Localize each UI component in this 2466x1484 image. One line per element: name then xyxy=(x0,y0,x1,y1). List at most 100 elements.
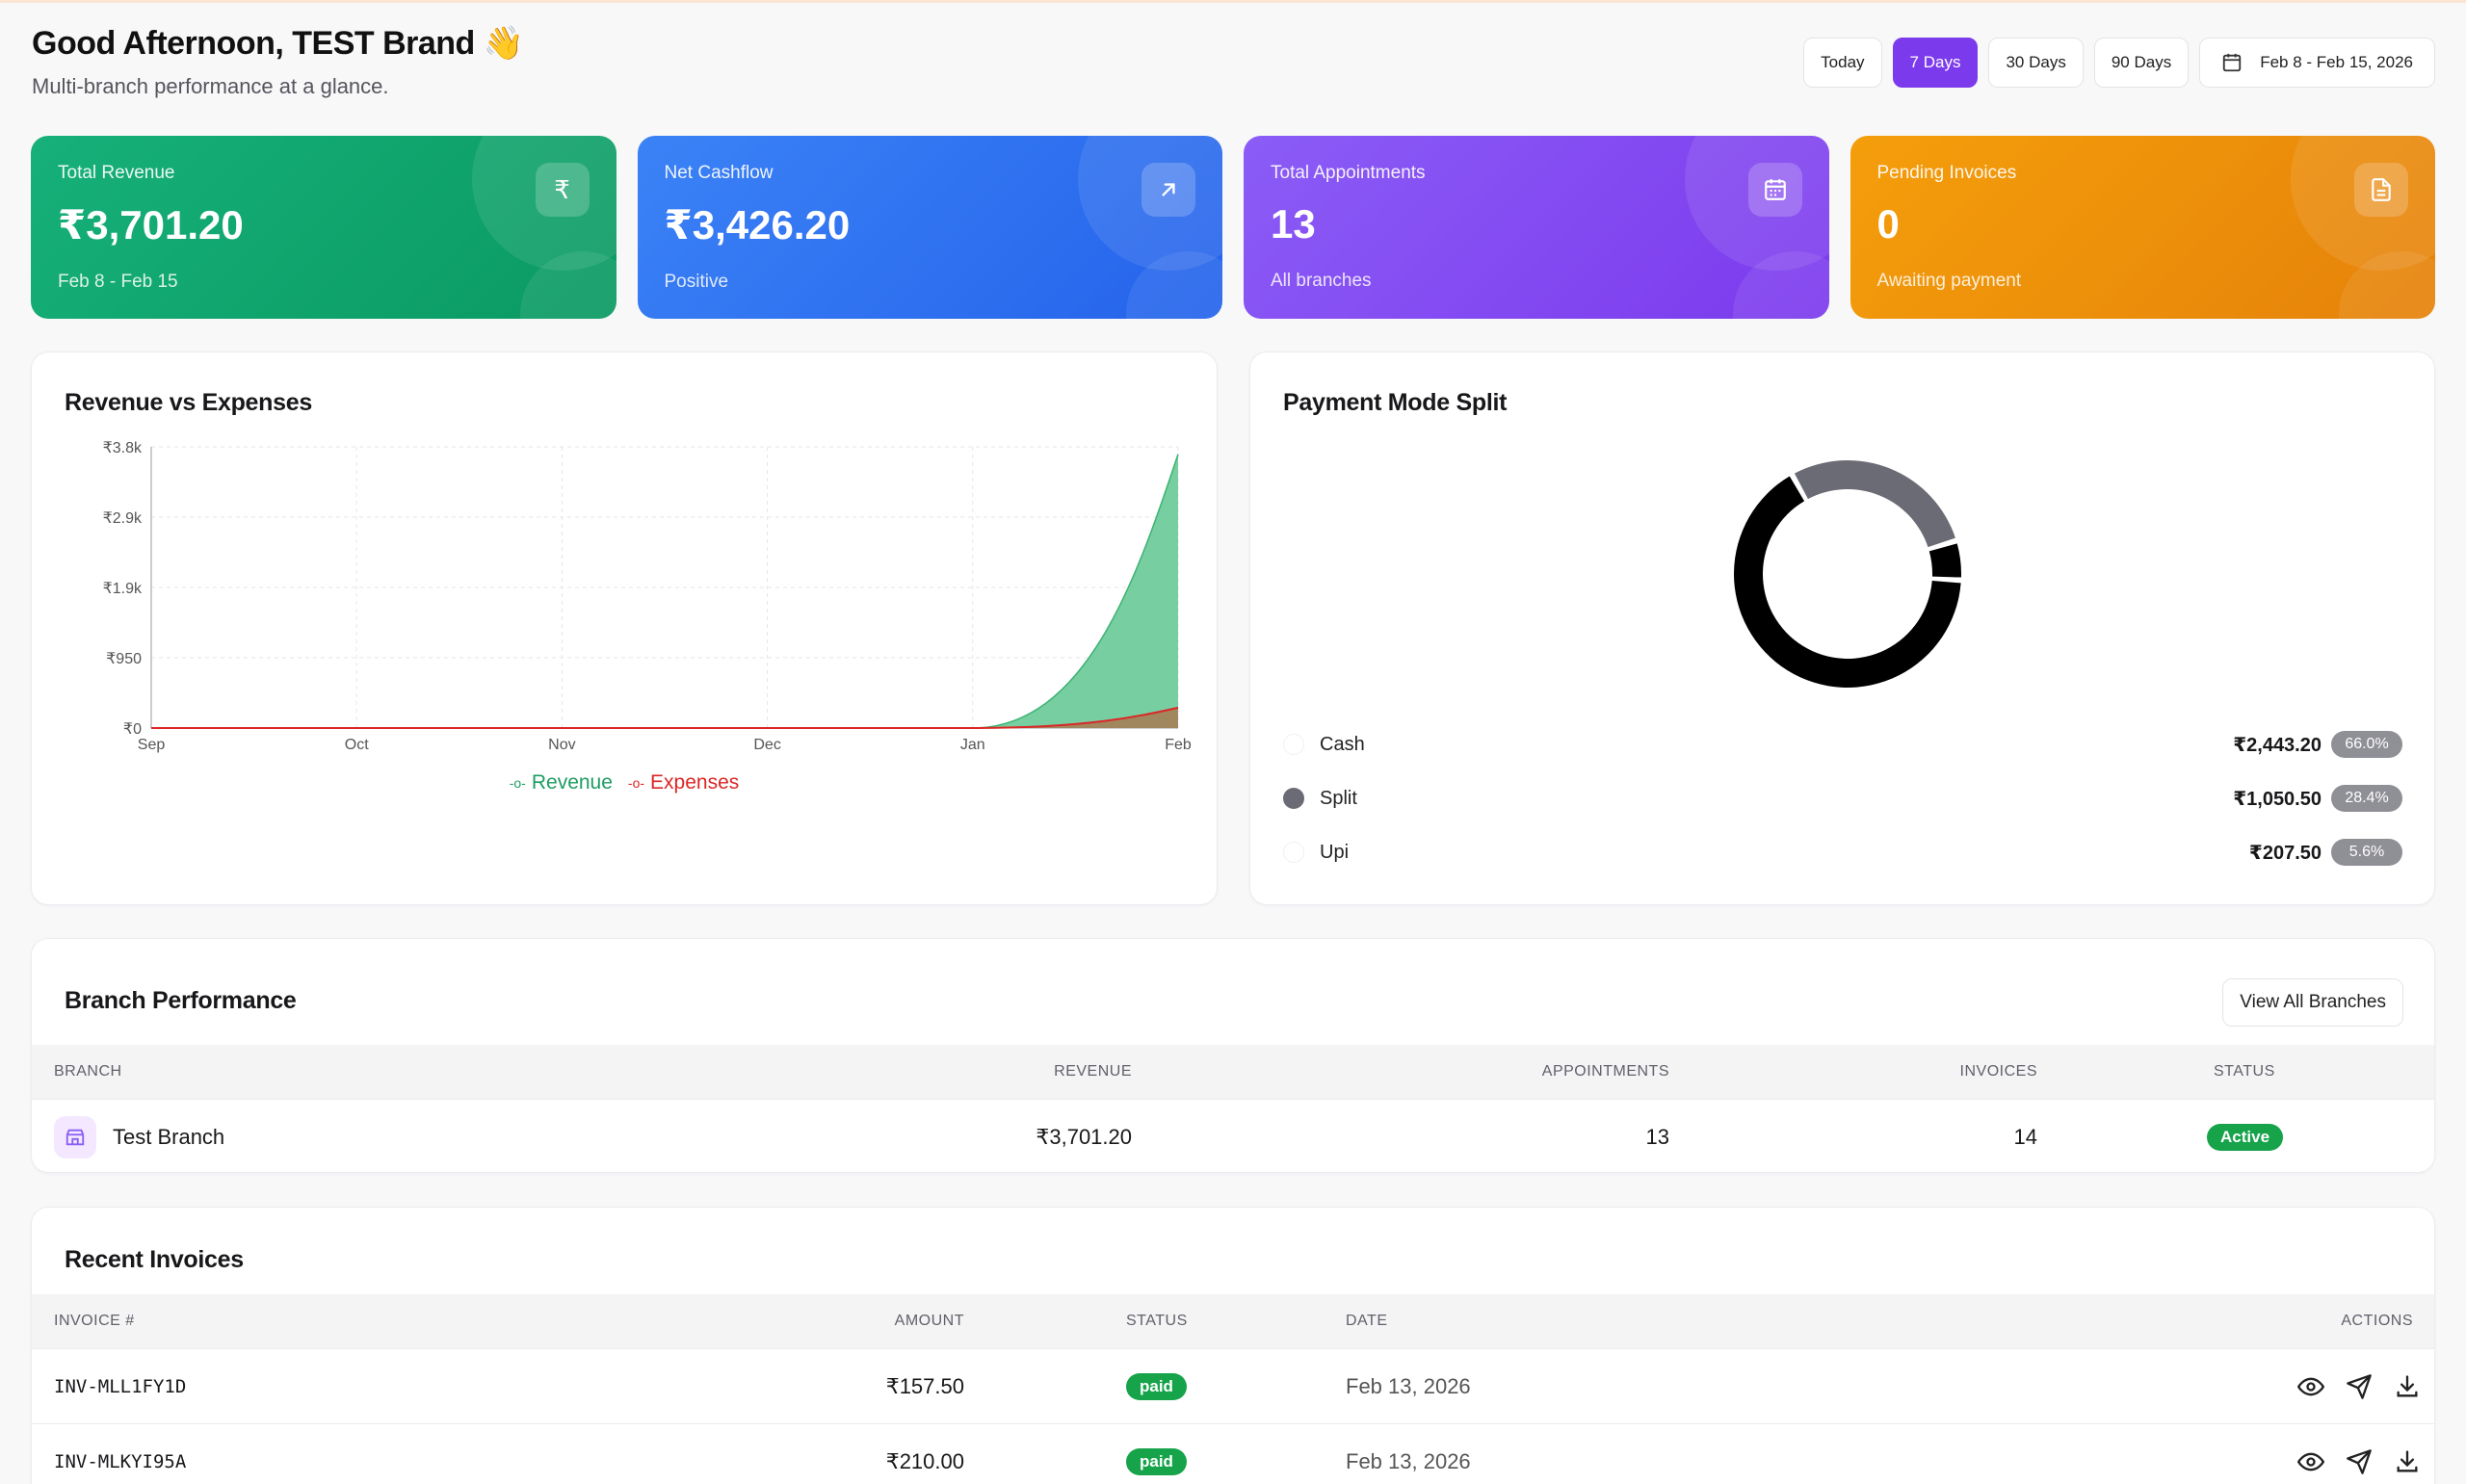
col-status: STATUS xyxy=(2214,1063,2275,1080)
page-subtitle: Multi-branch performance at a glance. xyxy=(32,74,389,98)
branch-performance-title: Branch Performance xyxy=(65,987,297,1014)
x-tick-label: Oct xyxy=(345,737,369,753)
kpi-subtext: Positive xyxy=(664,272,729,292)
invoice-date: Feb 13, 2026 xyxy=(1346,1373,1471,1398)
range-30-days-button[interactable]: 30 Days xyxy=(1988,38,2084,88)
legend-expenses-label: Expenses xyxy=(650,771,740,794)
y-tick-label: ₹2.9k xyxy=(103,510,143,527)
y-tick-label: ₹950 xyxy=(106,651,142,667)
branch-name[interactable]: Test Branch xyxy=(113,1124,225,1149)
download-icon[interactable] xyxy=(2394,1448,2421,1475)
kpi-value: 13 xyxy=(1271,201,1316,247)
col-branch: BRANCH xyxy=(54,1063,122,1080)
branch-table-header: BRANCH REVENUE APPOINTMENTS INVOICES STA… xyxy=(32,1045,2434,1099)
chart-title: Revenue vs Expenses xyxy=(65,389,312,416)
range-90-days-button[interactable]: 90 Days xyxy=(2093,38,2190,88)
payment-mode-name: Upi xyxy=(1320,841,1350,863)
page-header: Good Afternoon, TEST Brand 👋 Multi-branc… xyxy=(32,24,524,99)
kpi-value: 0 xyxy=(1876,201,1900,247)
donut-slice-split[interactable] xyxy=(1794,460,1955,548)
area-revenue xyxy=(151,454,1178,728)
range-7-days-button[interactable]: 7 Days xyxy=(1892,38,1979,88)
status-badge: Active xyxy=(2207,1123,2284,1151)
payment-percent-badge: 66.0% xyxy=(2331,731,2402,758)
col-appointments: APPOINTMENTS xyxy=(1541,1063,1669,1080)
eye-icon[interactable] xyxy=(2297,1448,2324,1475)
x-tick-label: Sep xyxy=(138,737,166,753)
col-amount: AMOUNT xyxy=(894,1313,964,1329)
col-date: DATE xyxy=(1346,1313,1388,1329)
chart-legend: -o- Revenue -o- Expenses xyxy=(32,771,1217,794)
kpi-label: Net Cashflow xyxy=(664,163,774,183)
kpi-total-revenue: Total Revenue ₹3,701.20 Feb 8 - Feb 15 ₹ xyxy=(31,136,616,319)
table-row[interactable]: INV-MLL1FY1D ₹157.50 paid Feb 13, 2026 xyxy=(32,1348,2434,1423)
invoice-number[interactable]: INV-MLKYI95A xyxy=(54,1450,187,1472)
table-row[interactable]: INV-MLKYI95A ₹210.00 paid Feb 13, 2026 xyxy=(32,1423,2434,1484)
payment-row-cash: Cash ₹2,443.20 66.0% xyxy=(1283,725,2402,764)
legend-revenue-label: Revenue xyxy=(531,771,613,794)
kpi-total-appointments: Total Appointments 13 All branches xyxy=(1244,136,1829,319)
range-today-button[interactable]: Today xyxy=(1803,38,1882,88)
legend-revenue: -o- Revenue xyxy=(509,771,613,794)
y-tick-label: ₹0 xyxy=(123,721,142,738)
y-tick-label: ₹1.9k xyxy=(103,581,143,597)
split-dot xyxy=(1283,788,1304,809)
invoice-amount: ₹157.50 xyxy=(885,1373,964,1398)
download-icon[interactable] xyxy=(2394,1373,2421,1400)
payment-amount: ₹1,050.50 xyxy=(2233,788,2322,810)
payment-percent-badge: 5.6% xyxy=(2331,839,2402,866)
table-row[interactable]: Test Branch ₹3,701.20 13 14 Active xyxy=(32,1099,2434,1174)
eye-icon[interactable] xyxy=(2297,1373,2324,1400)
line-revenue xyxy=(151,454,1179,729)
y-tick-label: ₹3.8k xyxy=(103,440,143,456)
recent-invoices-card: Recent Invoices INVOICE # AMOUNT STATUS … xyxy=(31,1207,2435,1484)
calendar-icon xyxy=(1747,163,1802,217)
payment-row-upi: Upi ₹207.50 5.6% xyxy=(1283,833,2402,872)
payment-amount: ₹207.50 xyxy=(2248,842,2322,864)
kpi-pending-invoices: Pending Invoices 0 Awaiting payment xyxy=(1850,136,2435,319)
payment-split-title: Payment Mode Split xyxy=(1283,389,1508,416)
branch-appointments: 13 xyxy=(1645,1124,1669,1149)
kpi-value: ₹3,701.20 xyxy=(58,202,244,247)
view-all-branches-button[interactable]: View All Branches xyxy=(2222,978,2403,1027)
invoice-table-header: INVOICE # AMOUNT STATUS DATE ACTIONS xyxy=(32,1294,2434,1348)
x-tick-label: Jan xyxy=(960,737,985,753)
send-icon[interactable] xyxy=(2346,1373,2373,1400)
rupee-icon: ₹ xyxy=(535,163,590,217)
status-badge: paid xyxy=(1126,1447,1187,1475)
kpi-cards: Total Revenue ₹3,701.20 Feb 8 - Feb 15 ₹… xyxy=(31,136,2435,319)
payment-percent-badge: 28.4% xyxy=(2331,785,2402,812)
donut-slice-upi[interactable] xyxy=(1928,543,1961,578)
branch-invoices: 14 xyxy=(2013,1124,2037,1149)
payment-amount: ₹2,443.20 xyxy=(2233,734,2322,756)
date-range-selector: Today 7 Days 30 Days 90 Days Feb 8 - Feb… xyxy=(1803,38,2435,88)
date-range-label: Feb 8 - Feb 15, 2026 xyxy=(2260,53,2413,71)
col-invoices: INVOICES xyxy=(1959,1063,2037,1080)
kpi-subtext: Awaiting payment xyxy=(1876,271,2022,291)
legend-expenses: -o- Expenses xyxy=(627,771,740,794)
recent-invoices-title: Recent Invoices xyxy=(65,1246,244,1273)
area-expenses xyxy=(151,707,1178,728)
payment-mode-name: Cash xyxy=(1320,733,1365,755)
col-revenue: REVENUE xyxy=(1054,1063,1132,1080)
invoice-number[interactable]: INV-MLL1FY1D xyxy=(54,1375,187,1397)
kpi-value: ₹3,426.20 xyxy=(664,202,851,247)
col-invoice-number: INVOICE # xyxy=(54,1313,135,1329)
greeting-title: Good Afternoon, TEST Brand 👋 xyxy=(32,25,524,62)
x-tick-label: Nov xyxy=(548,737,575,753)
date-range-picker[interactable]: Feb 8 - Feb 15, 2026 xyxy=(2199,38,2435,88)
store-icon xyxy=(54,1116,96,1159)
invoice-amount: ₹210.00 xyxy=(885,1448,964,1473)
send-icon[interactable] xyxy=(2346,1448,2373,1475)
payment-mode-name: Split xyxy=(1320,787,1357,809)
invoice-date: Feb 13, 2026 xyxy=(1346,1448,1471,1473)
kpi-subtext: All branches xyxy=(1271,271,1372,291)
revenue-expenses-chart: ₹0 ₹950 ₹1.9k ₹2.9k ₹3.8k Sep Oct Nov Dec Jan Feb xyxy=(103,440,1192,753)
kpi-label: Pending Invoices xyxy=(1876,163,2017,183)
col-status: STATUS xyxy=(1126,1313,1188,1329)
payment-mode-split-card: Payment Mode Split Cash ₹2,443.20 66.0% … xyxy=(1249,351,2435,905)
payment-row-split: Split ₹1,050.50 28.4% xyxy=(1283,779,2402,818)
col-actions: ACTIONS xyxy=(2341,1313,2413,1329)
kpi-label: Total Revenue xyxy=(58,163,175,183)
x-tick-label: Dec xyxy=(753,737,780,753)
